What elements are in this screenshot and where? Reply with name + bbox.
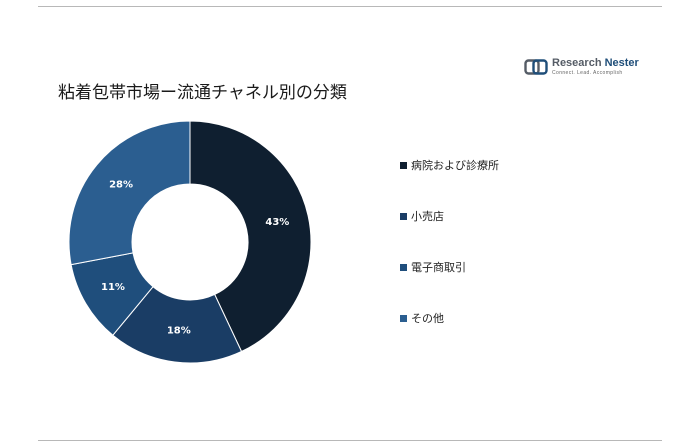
logo-mark-icon [524, 59, 548, 75]
legend-item-4: その他 [400, 310, 499, 326]
legend-swatch-1 [400, 161, 407, 169]
donut-slice-1 [189, 120, 312, 353]
legend-label-4: その他 [411, 312, 444, 325]
legend-item-3: 電子商取引 [400, 259, 499, 275]
top-divider [38, 6, 662, 7]
legend-item-1: 病院および診療所 [400, 157, 499, 173]
data-label-11%: 11% [101, 282, 125, 293]
logo-name: Research Nester [552, 58, 639, 69]
legend-label-2: 小売店 [411, 210, 444, 223]
logo-tagline: Connect. Lead. Accomplish [552, 70, 623, 76]
donut-slice-4 [68, 120, 191, 266]
legend-swatch-2 [400, 212, 407, 220]
legend-label-3: 電子商取引 [411, 261, 466, 274]
data-label-28%: 28% [109, 179, 133, 190]
logo-name-part1: Research [552, 57, 605, 69]
research-nester-logo: Research Nester Connect. Lead. Accomplis… [524, 58, 639, 76]
bottom-divider [38, 440, 662, 441]
legend-swatch-3 [400, 263, 407, 271]
chart-title: 粘着包帯市場ー流通チャネル別の分類 [58, 83, 347, 103]
logo-name-part2: Nester [604, 57, 639, 69]
data-label-18%: 18% [167, 325, 191, 336]
legend-item-2: 小売店 [400, 208, 499, 224]
data-label-43%: 43% [265, 217, 289, 228]
chart-legend: 病院および診療所 小売店電子商取引その他 [400, 157, 499, 361]
legend-swatch-4 [400, 314, 407, 322]
legend-label-1: 病院および診療所 [411, 159, 499, 172]
